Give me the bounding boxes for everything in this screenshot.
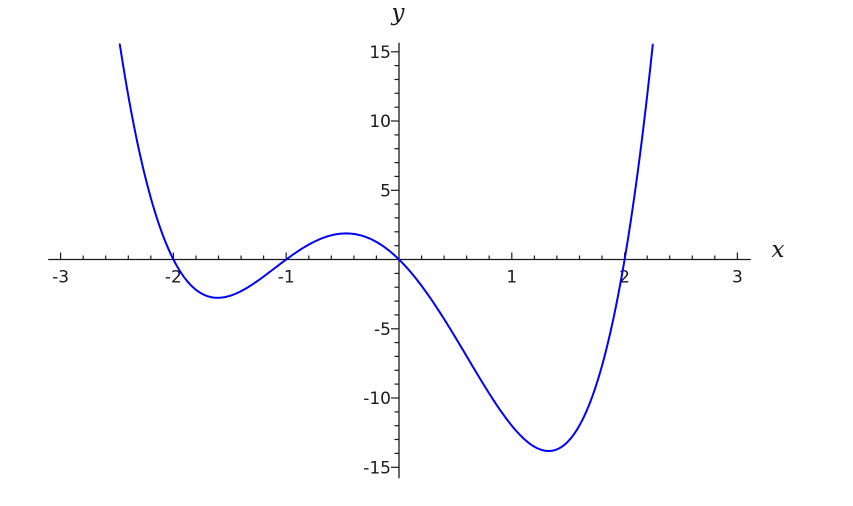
y-tick-label: -15	[363, 458, 391, 478]
y-tick-label: 15	[369, 43, 391, 63]
x-tick-label: -1	[278, 268, 295, 288]
y-tick-label: 10	[369, 112, 391, 132]
x-tick-label: -3	[52, 268, 69, 288]
y-tick-label: -5	[374, 320, 391, 340]
x-tick-label: 3	[732, 268, 743, 288]
curve-group	[118, 43, 654, 453]
y-axis-label: y	[391, 0, 406, 26]
y-tick-label: -10	[363, 389, 391, 409]
x-tick-label: -2	[165, 268, 182, 288]
x-tick-label: 2	[619, 268, 630, 288]
tick-labels: -3 -2 -1 1 2 3 -15 -10 -5 5 10 15	[52, 43, 743, 478]
y-tick-label: 5	[380, 181, 391, 201]
function-curve	[118, 43, 654, 453]
x-tick-label: 1	[506, 268, 517, 288]
x-axis-label: x	[772, 237, 785, 263]
ticks	[59, 51, 739, 468]
